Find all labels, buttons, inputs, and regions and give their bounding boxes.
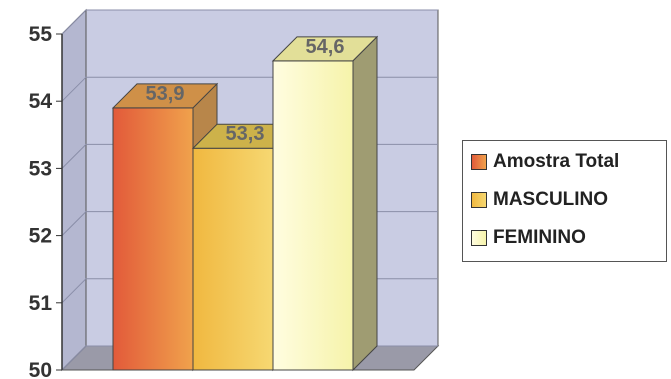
bar-side — [352, 35, 378, 372]
legend-swatch-amostra-total — [471, 154, 487, 170]
gridline — [61, 9, 438, 35]
y-tick-label: 55 — [29, 23, 53, 46]
legend-label: MASCULINO — [493, 189, 609, 210]
legend-label: FEMININO — [493, 227, 586, 248]
y-tick-label: 51 — [29, 292, 53, 315]
legend: Amostra Total MASCULINO FEMININO — [462, 140, 667, 262]
bar-front — [272, 60, 354, 371]
legend-item-feminino: FEMININO — [471, 225, 586, 251]
y-tick-label: 54 — [29, 90, 53, 113]
legend-swatch-masculino — [471, 192, 487, 208]
data-label: 53,9 — [146, 83, 185, 105]
data-label: 54,6 — [306, 36, 345, 58]
bar-front — [192, 147, 274, 371]
y-tick-label: 50 — [29, 359, 52, 379]
bar-feminino — [271, 35, 379, 372]
legend-label: Amostra Total — [493, 151, 620, 172]
data-label: 53,3 — [226, 123, 265, 145]
legend-item-amostra-total: Amostra Total — [471, 149, 619, 175]
legend-item-masculino: MASCULINO — [471, 187, 608, 213]
legend-swatch-feminino — [471, 230, 487, 246]
y-tick-label: 52 — [29, 225, 52, 248]
side-wall — [61, 8, 87, 372]
bar-front — [112, 107, 194, 371]
y-tick-label: 53 — [29, 157, 52, 180]
